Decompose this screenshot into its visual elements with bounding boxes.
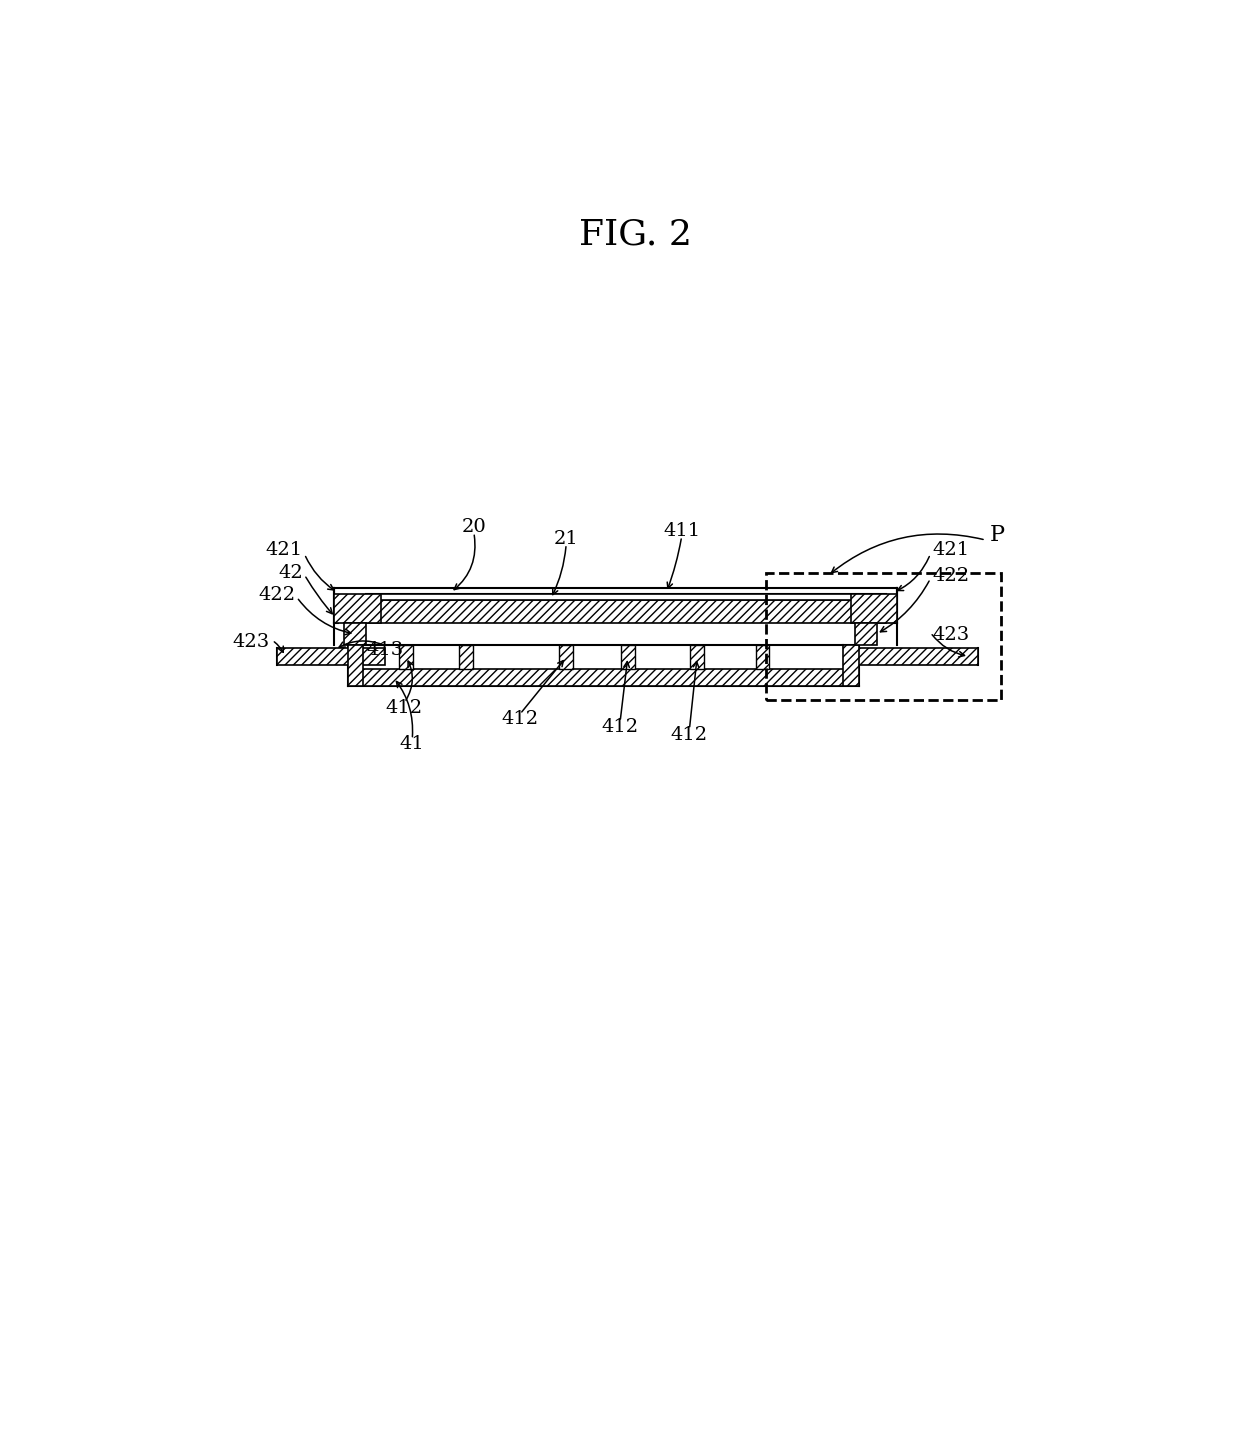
- Bar: [278, 648, 386, 665]
- Bar: [366, 600, 885, 624]
- Text: 422: 422: [932, 567, 970, 585]
- Text: 41: 41: [399, 736, 424, 753]
- Text: 412: 412: [501, 710, 538, 729]
- Bar: [843, 645, 859, 687]
- Text: 412: 412: [601, 719, 639, 736]
- Text: 421: 421: [932, 541, 970, 559]
- Text: FIG. 2: FIG. 2: [579, 217, 692, 252]
- Bar: [851, 593, 898, 624]
- Bar: [691, 645, 704, 670]
- Text: 422: 422: [258, 586, 295, 603]
- Bar: [847, 648, 978, 665]
- Text: 20: 20: [461, 518, 486, 536]
- Bar: [345, 624, 366, 645]
- Bar: [559, 645, 573, 670]
- Bar: [399, 645, 413, 670]
- Text: 412: 412: [671, 726, 708, 744]
- Text: 42: 42: [278, 564, 303, 582]
- Text: 423: 423: [932, 626, 970, 644]
- Text: 423: 423: [233, 634, 270, 651]
- Bar: [334, 593, 382, 624]
- Text: 21: 21: [554, 530, 579, 547]
- Bar: [366, 593, 885, 600]
- Text: 412: 412: [386, 698, 423, 717]
- Bar: [459, 645, 472, 670]
- Bar: [854, 624, 877, 645]
- Text: 413: 413: [367, 641, 404, 660]
- Bar: [755, 645, 770, 670]
- Bar: [621, 645, 635, 670]
- Bar: [347, 645, 363, 687]
- Text: 421: 421: [265, 541, 303, 559]
- Bar: [347, 670, 859, 687]
- Bar: [766, 573, 1001, 700]
- Text: 411: 411: [663, 521, 701, 540]
- Text: P: P: [990, 524, 1004, 546]
